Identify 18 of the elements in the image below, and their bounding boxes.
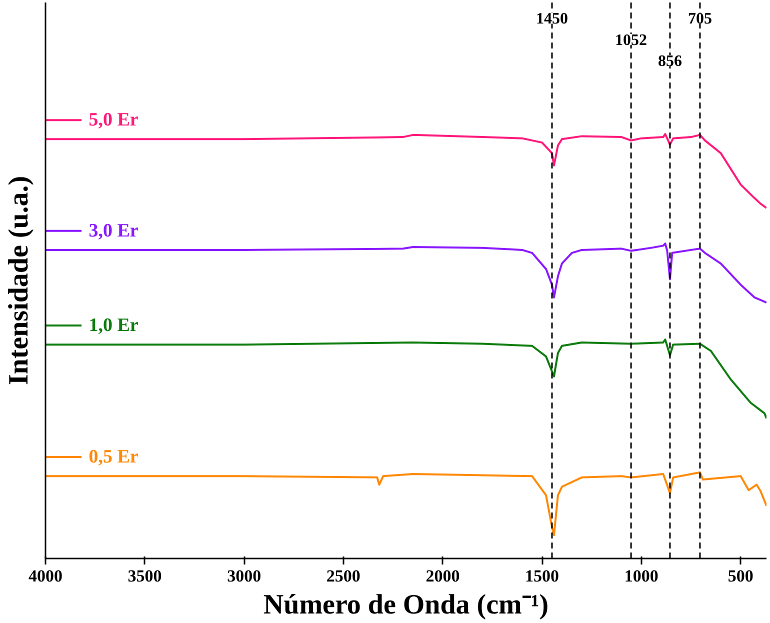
x-tick-label: 2500 bbox=[326, 566, 360, 586]
ref-line-label: 705 bbox=[688, 10, 712, 28]
x-tick-label: 1000 bbox=[624, 566, 658, 586]
ref-line-label: 1052 bbox=[615, 32, 648, 49]
legend-label: 5,0 Er bbox=[88, 110, 139, 131]
x-tick-label: 500 bbox=[728, 566, 754, 586]
ref-line-label: 856 bbox=[658, 53, 682, 70]
x-axis-title: Número de Onda (cm⁻¹) bbox=[263, 590, 549, 620]
x-tick-label: 3500 bbox=[128, 566, 162, 586]
legend-label: 1,0 Er bbox=[88, 314, 139, 336]
x-tick-label: 4000 bbox=[28, 566, 62, 586]
y-axis-title: Intensidade (u.a.) bbox=[4, 176, 34, 386]
ref-line-label: 1450 bbox=[536, 10, 568, 28]
x-tick-label: 3000 bbox=[227, 566, 262, 586]
x-tick-label: 1500 bbox=[525, 566, 560, 586]
legend-label: 0,5 Er bbox=[88, 446, 139, 468]
x-tick-label: 2000 bbox=[426, 566, 460, 586]
legend-label: 3,0 Er bbox=[88, 220, 139, 242]
